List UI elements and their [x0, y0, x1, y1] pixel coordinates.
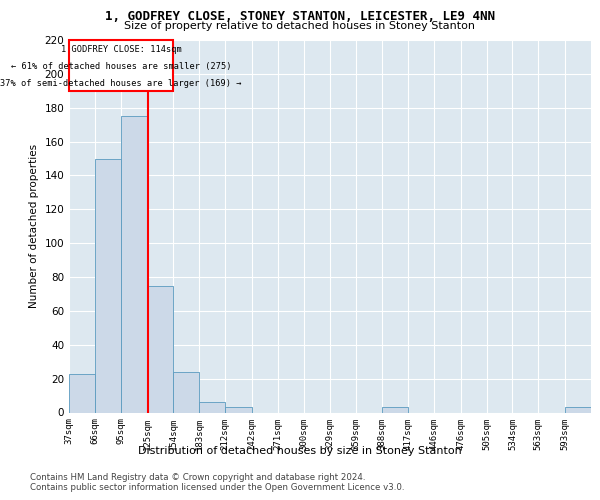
FancyBboxPatch shape	[69, 40, 173, 91]
Text: Contains public sector information licensed under the Open Government Licence v3: Contains public sector information licen…	[30, 483, 404, 492]
Text: Distribution of detached houses by size in Stoney Stanton: Distribution of detached houses by size …	[138, 446, 462, 456]
Bar	[95, 158, 121, 412]
Text: 1 GODFREY CLOSE: 114sqm: 1 GODFREY CLOSE: 114sqm	[61, 45, 182, 54]
Bar	[199, 402, 225, 412]
Bar	[69, 374, 95, 412]
Text: ← 61% of detached houses are smaller (275): ← 61% of detached houses are smaller (27…	[11, 62, 232, 71]
Text: Size of property relative to detached houses in Stoney Stanton: Size of property relative to detached ho…	[125, 21, 476, 31]
Bar	[121, 116, 148, 412]
Bar	[148, 286, 173, 412]
Bar	[565, 408, 591, 412]
Bar	[225, 408, 252, 412]
Y-axis label: Number of detached properties: Number of detached properties	[29, 144, 39, 308]
Bar	[382, 408, 408, 412]
Text: 1, GODFREY CLOSE, STONEY STANTON, LEICESTER, LE9 4NN: 1, GODFREY CLOSE, STONEY STANTON, LEICES…	[105, 10, 495, 23]
Text: 37% of semi-detached houses are larger (169) →: 37% of semi-detached houses are larger (…	[1, 79, 242, 88]
Text: Contains HM Land Registry data © Crown copyright and database right 2024.: Contains HM Land Registry data © Crown c…	[30, 473, 365, 482]
Bar	[173, 372, 199, 412]
